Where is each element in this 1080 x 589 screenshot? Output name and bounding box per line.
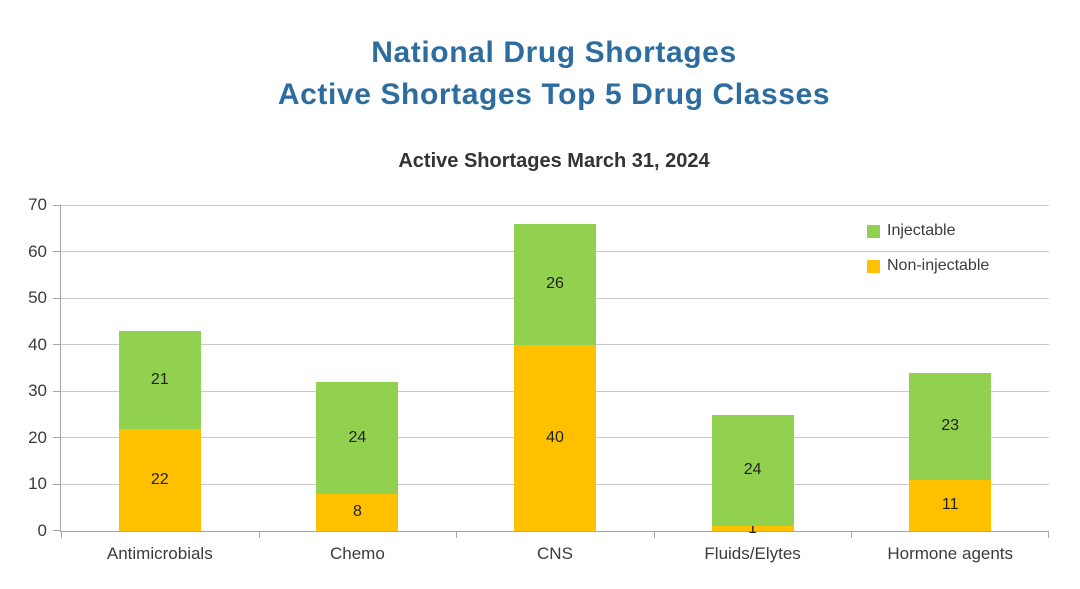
bar-value-label: 40 [546, 428, 564, 446]
legend-label: Non-injectable [887, 257, 990, 274]
bar-segment-non-injectable: 8 [316, 493, 399, 531]
bar-value-label: 22 [150, 470, 169, 488]
legend-item: Injectable [867, 222, 989, 240]
y-axis-label: 50 [28, 288, 47, 308]
legend: Injectable Non-injectable [867, 222, 989, 292]
bar-value-label: 21 [150, 370, 169, 388]
x-axis-tick [258, 532, 260, 538]
x-axis-label: Fluids/Elytes [704, 544, 801, 563]
y-axis-label: 20 [28, 427, 47, 447]
y-axis-label: 70 [28, 195, 47, 214]
x-axis-tick [456, 532, 458, 538]
bar-value-label: 24 [348, 428, 367, 446]
bar-value-label: 24 [743, 461, 762, 479]
bar-value-label: 23 [941, 417, 960, 435]
bar-value-label: 26 [546, 275, 564, 293]
plot-area: 0 10 20 30 40 50 60 70 22 21 Antimicrobials 8 24 Chem… [28, 195, 1049, 563]
x-axis-tick [851, 532, 853, 538]
bar-segment-injectable: 26 [514, 223, 596, 345]
legend-item: Non-injectable [867, 257, 989, 275]
x-axis-tick [653, 532, 655, 538]
bar-segment-non-injectable: 1 [711, 520, 794, 537]
y-axis-tick [53, 297, 61, 299]
x-axis-label: CNS [537, 544, 573, 563]
bar-segment-injectable: 21 [118, 330, 201, 429]
y-axis-label: 0 [37, 521, 47, 540]
page-title: National Drug Shortages Active Shortages… [60, 32, 1048, 116]
bar-value-label: 8 [352, 503, 362, 521]
y-axis-tick [53, 483, 61, 485]
page-title-line1: National Drug Shortages [371, 36, 737, 69]
y-axis-tick [53, 530, 61, 531]
page-title-line2: Active Shortages Top 5 Drug Classes [277, 78, 831, 111]
y-axis-tick [53, 437, 61, 439]
bar-segment-injectable: 24 [316, 381, 399, 494]
y-axis-tick [53, 344, 61, 346]
y-axis-label: 30 [28, 381, 47, 401]
bar-segment-non-injectable: 22 [118, 428, 201, 531]
x-axis-label: Hormone agents [887, 544, 1014, 563]
gridline [61, 204, 1049, 206]
bar-value-label: 1 [748, 519, 758, 537]
y-axis-tick [53, 204, 61, 206]
legend-label: Injectable [887, 222, 956, 239]
bar-segment-non-injectable: 40 [514, 344, 596, 531]
y-axis-label: 10 [28, 474, 47, 494]
bar-value-label: 11 [941, 496, 959, 514]
bar-segment-non-injectable: 11 [909, 479, 992, 531]
legend-swatch-icon [867, 224, 880, 238]
x-axis-label: Chemo [329, 544, 385, 563]
y-axis-label: 60 [28, 241, 47, 261]
x-axis-tick [1048, 532, 1049, 538]
chart-title: Active Shortages March 31, 2024 [398, 150, 710, 172]
bar-segment-injectable: 24 [711, 414, 794, 527]
x-axis-tick [61, 532, 62, 538]
y-axis-tick [53, 390, 61, 392]
bar-segment-injectable: 23 [909, 372, 992, 480]
y-axis-label: 40 [28, 334, 47, 354]
x-axis-label: Antimicrobials [106, 544, 213, 563]
y-axis-tick [53, 251, 61, 253]
legend-swatch-icon [867, 259, 880, 273]
